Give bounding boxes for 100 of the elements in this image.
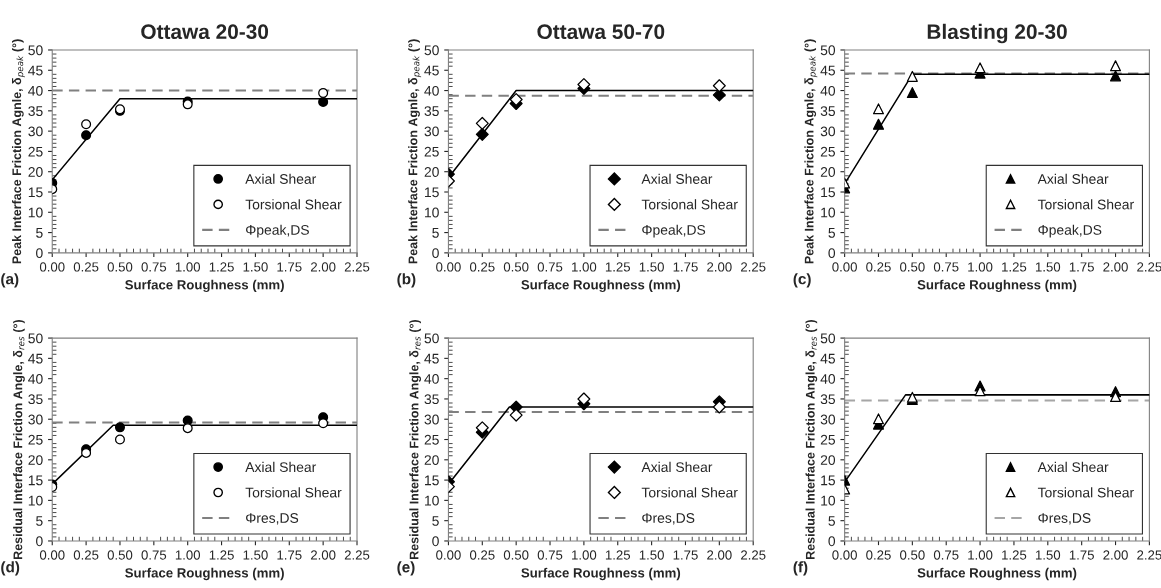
y-tick-label: 30 (28, 414, 43, 425)
y-tick-label: 20 (28, 455, 43, 465)
y-tick-label: 50 (424, 333, 439, 344)
x-tick-label: 1.75 (673, 262, 698, 272)
y-tick-label: 15 (821, 187, 836, 198)
x-tick-label: 1.25 (605, 550, 631, 560)
x-tick-label: 1.00 (175, 550, 201, 560)
y-tick-label: 35 (28, 106, 43, 117)
x-tick-label: 1.00 (572, 262, 597, 272)
x-axis-title: Surface Roughness (mm) (917, 567, 1077, 581)
y-tick-label: 40 (424, 373, 439, 384)
y-tick-label: 45 (28, 65, 43, 76)
x-tick-label: 2.00 (1103, 550, 1128, 560)
text: (d) (1, 561, 20, 576)
x-tick-label: 0.75 (933, 550, 959, 560)
legend-label: Axial Shear (1037, 461, 1109, 473)
y-tick-label: 30 (820, 414, 836, 425)
x-tick-label: 0.75 (933, 262, 959, 272)
x-tick-label: 2.25 (741, 550, 766, 560)
y-tick-label: 40 (424, 85, 439, 96)
legend-label: Axial Shear (1037, 173, 1109, 184)
y-tick-label: 25 (820, 146, 836, 157)
x-tick-label: 1.00 (968, 262, 993, 272)
y-tick-label: 35 (820, 394, 836, 405)
legend-label: Φres,DS (1038, 513, 1091, 525)
x-tick-label: 1.50 (1035, 262, 1061, 272)
x-tick-label: 0.00 (39, 262, 65, 272)
y-tick-label: 20 (820, 455, 836, 465)
x-tick-label: 1.50 (1035, 550, 1061, 560)
y-tick-label: 15 (425, 187, 439, 198)
y-tick-label: 15 (425, 475, 439, 486)
legend-label: Φpeak,DS (246, 224, 309, 238)
legend-label: Axial Shear (245, 461, 317, 473)
x-axis-title: Surface Roughness (mm) (521, 279, 681, 293)
y-tick-label: 35 (28, 394, 43, 405)
x-tick-label: 0.75 (537, 262, 563, 272)
x-tick-label: 0.25 (866, 262, 891, 272)
x-tick-label: 0.75 (141, 262, 167, 272)
y-tick-label: 0 (36, 536, 43, 547)
y-tick-label: 20 (28, 167, 43, 177)
y-tick-label: 45 (424, 353, 439, 364)
y-tick-label: 15 (28, 475, 43, 486)
x-tick-label: 2.00 (707, 550, 732, 560)
x-axis-title: Surface Roughness (mm) (521, 567, 681, 581)
text: (f) (793, 561, 808, 576)
y-tick-label: 5 (432, 228, 439, 238)
x-tick-label: 0.00 (832, 262, 857, 272)
y-tick-label: 40 (28, 373, 43, 384)
chart-title: Ottawa 50-70 (537, 24, 665, 40)
x-tick-label: 0.50 (107, 262, 133, 272)
x-axis-title: Surface Roughness (mm) (125, 567, 284, 581)
x-tick-label: 2.25 (741, 262, 766, 272)
x-tick-label: 0.50 (503, 550, 529, 560)
y-tick-label: 10 (425, 495, 439, 506)
x-tick-label: 2.25 (344, 262, 370, 272)
x-tick-label: 0.50 (900, 550, 925, 560)
x-tick-label: 1.75 (277, 262, 302, 272)
legend-label: Φpeak,DS (1038, 224, 1102, 238)
x-tick-label: 2.00 (1103, 262, 1128, 272)
legend-label: Φres,DS (642, 513, 695, 525)
y-tick-label: 30 (28, 126, 43, 137)
x-tick-label: 1.50 (243, 550, 268, 560)
x-tick-label: 0.50 (900, 262, 925, 272)
y-tick-label: 50 (28, 333, 43, 344)
x-tick-label: 1.75 (1069, 550, 1094, 560)
y-tick-label: 5 (828, 228, 836, 238)
x-tick-label: 2.25 (1137, 262, 1161, 272)
y-tick-label: 45 (820, 65, 836, 76)
y-tick-label: 10 (821, 495, 836, 506)
y-tick-label: 5 (828, 516, 836, 526)
legend-label: Torsional Shear (1037, 199, 1134, 210)
y-tick-label: 5 (36, 516, 43, 526)
legend-label: Axial Shear (641, 173, 713, 184)
x-axis-title: Surface Roughness (mm) (917, 279, 1077, 293)
y-axis-title: Residual Interface Friction Angle, δ$_{res}$ (°) (805, 319, 818, 559)
y-tick-label: 0 (828, 248, 836, 259)
y-tick-label: 45 (28, 353, 43, 364)
y-tick-label: 10 (425, 207, 439, 218)
y-tick-label: 0 (432, 536, 439, 547)
x-tick-label: 1.75 (1069, 262, 1094, 272)
legend-label: Axial Shear (245, 173, 317, 184)
y-axis-title: Peak Interface Friction Agnle, δ$_{peak}$ (°) (804, 39, 818, 264)
x-tick-label: 0.25 (866, 550, 891, 560)
y-axis-title: Peak Interface Friction Agnle, δ$_{peak}$ (°) (11, 39, 25, 264)
y-tick-label: 40 (28, 85, 43, 96)
legend-label: Torsional Shear (641, 199, 738, 210)
y-tick-label: 40 (820, 373, 836, 384)
x-tick-label: 1.00 (175, 262, 201, 272)
x-tick-label: 1.25 (209, 550, 234, 560)
legend-label: Torsional Shear (1037, 487, 1134, 498)
x-tick-label: 1.50 (243, 262, 268, 272)
y-tick-label: 30 (424, 126, 439, 137)
x-tick-label: 1.00 (968, 550, 993, 560)
chart-title: Blasting 20-30 (927, 23, 1067, 44)
x-tick-label: 1.75 (277, 550, 302, 560)
y-tick-label: 25 (424, 146, 439, 157)
x-tick-label: 2.00 (310, 262, 336, 272)
x-tick-label: 1.00 (572, 550, 597, 560)
chart-title: Ottawa 20-30 (141, 24, 269, 40)
y-tick-label: 50 (424, 45, 439, 56)
